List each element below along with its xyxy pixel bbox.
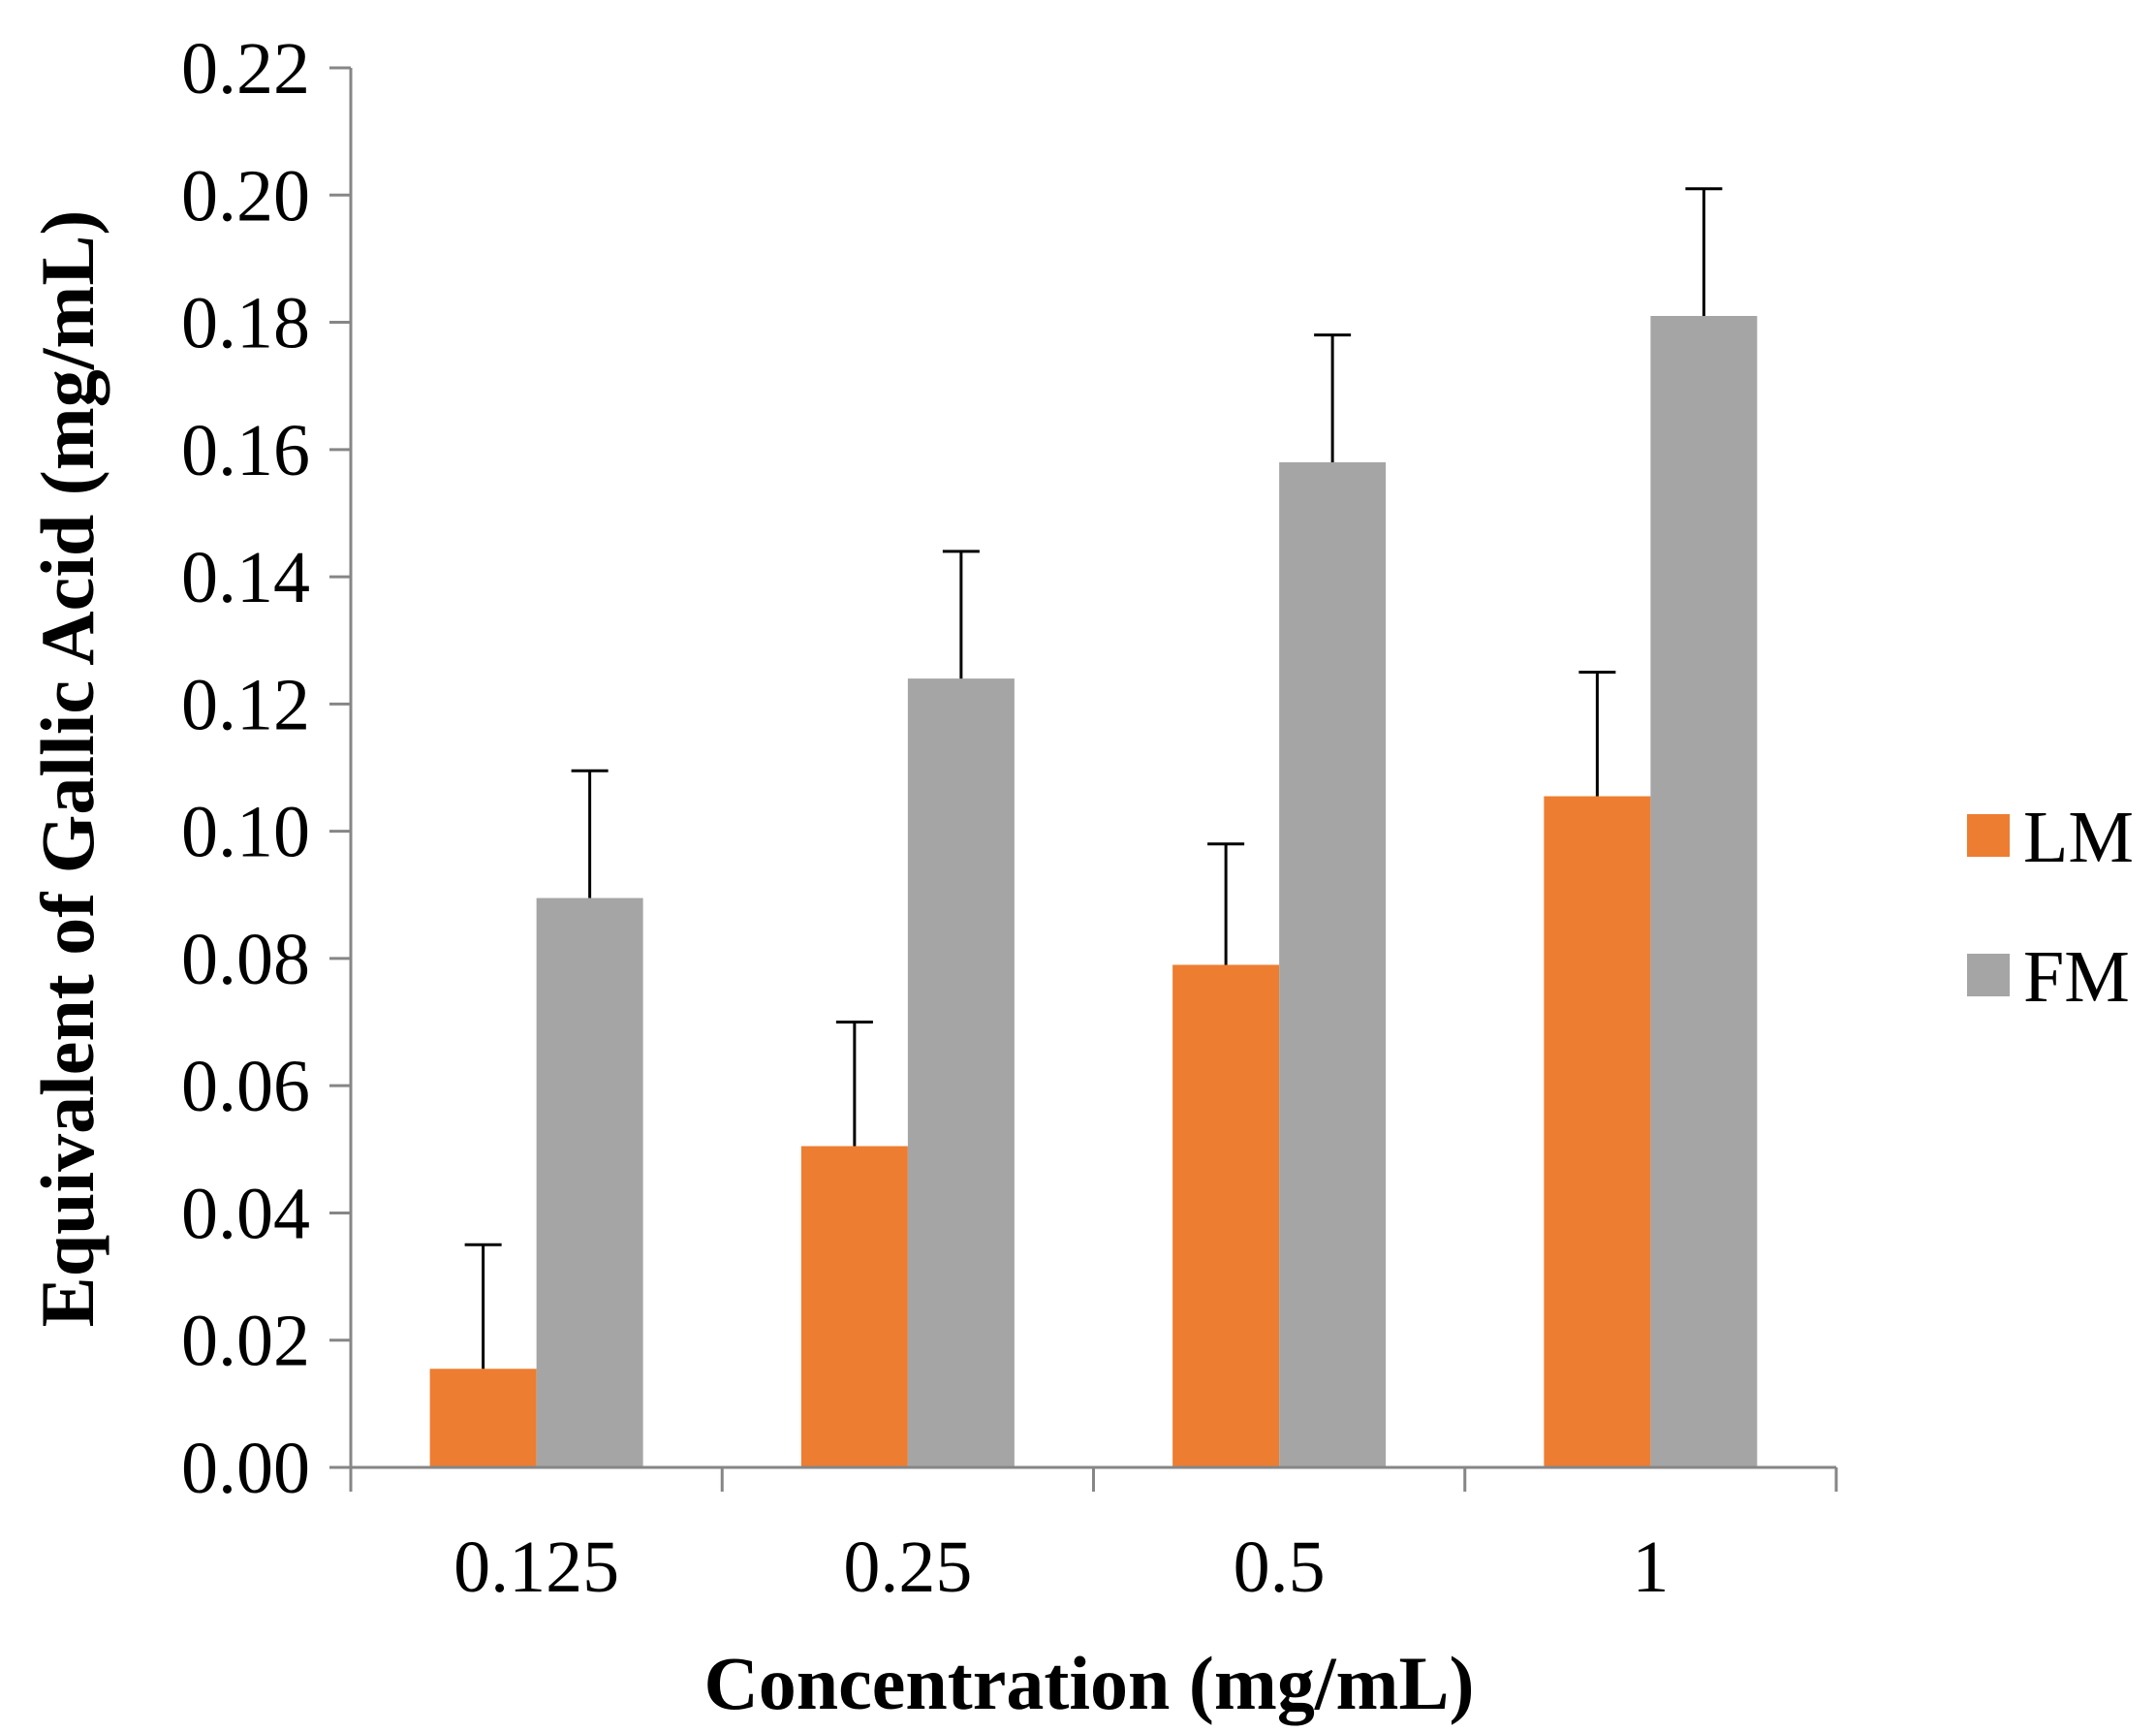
y-tick-label: 0.00 [181,1428,310,1509]
y-tick-label: 0.16 [181,410,310,491]
y-tick-label: 0.18 [181,283,310,364]
bar-fm-1 [1650,315,1758,1467]
legend-swatch-fm [1967,954,2010,996]
legend-label-lm: LM [2023,797,2134,878]
x-axis: 0.125 0.25 0.5 1 [349,1465,1838,1608]
y-tick-label: 0.22 [181,28,310,110]
legend: LM FM [1967,797,2134,1018]
bar-lm-1 [1544,796,1651,1467]
y-tick-label: 0.02 [181,1301,310,1382]
legend-label-fm: FM [2023,936,2130,1018]
y-tick-label: 0.12 [181,664,310,745]
y-tick-label: 0.08 [181,919,310,1000]
y-tick-label: 0.06 [181,1046,310,1127]
y-tick-label: 0.14 [181,537,310,618]
x-tick-label: 0.5 [1234,1527,1326,1608]
bar-lm-0.125 [429,1369,537,1467]
bar-fm-0.5 [1279,461,1387,1468]
y-axis-title: Equivalent of Gallic Acid (mg/mL) [25,210,109,1328]
y-axis: 0.00 0.02 0.04 0.06 0.08 0.10 0.12 0.14 0.16 0.18… [181,28,353,1509]
x-tick-label: 0.125 [453,1527,619,1608]
bars [429,315,1758,1468]
bar-fm-0.25 [907,678,1015,1467]
legend-swatch-lm [1967,814,2010,857]
y-tick-label: 0.20 [181,155,310,236]
x-tick-label: 0.25 [843,1527,972,1608]
bar-fm-0.125 [536,897,643,1467]
x-tick-label: 1 [1632,1527,1669,1608]
bar-lm-0.25 [800,1146,908,1467]
y-tick-label: 0.10 [181,792,310,873]
plot-area: 0.00 0.02 0.04 0.06 0.08 0.10 0.12 0.14 0.16 0.18… [181,28,1838,1608]
error-bars [464,187,1723,1370]
x-axis-title: Concentration (mg/mL) [703,1641,1474,1725]
y-tick-label: 0.04 [181,1173,310,1254]
bar-lm-0.5 [1172,964,1280,1467]
